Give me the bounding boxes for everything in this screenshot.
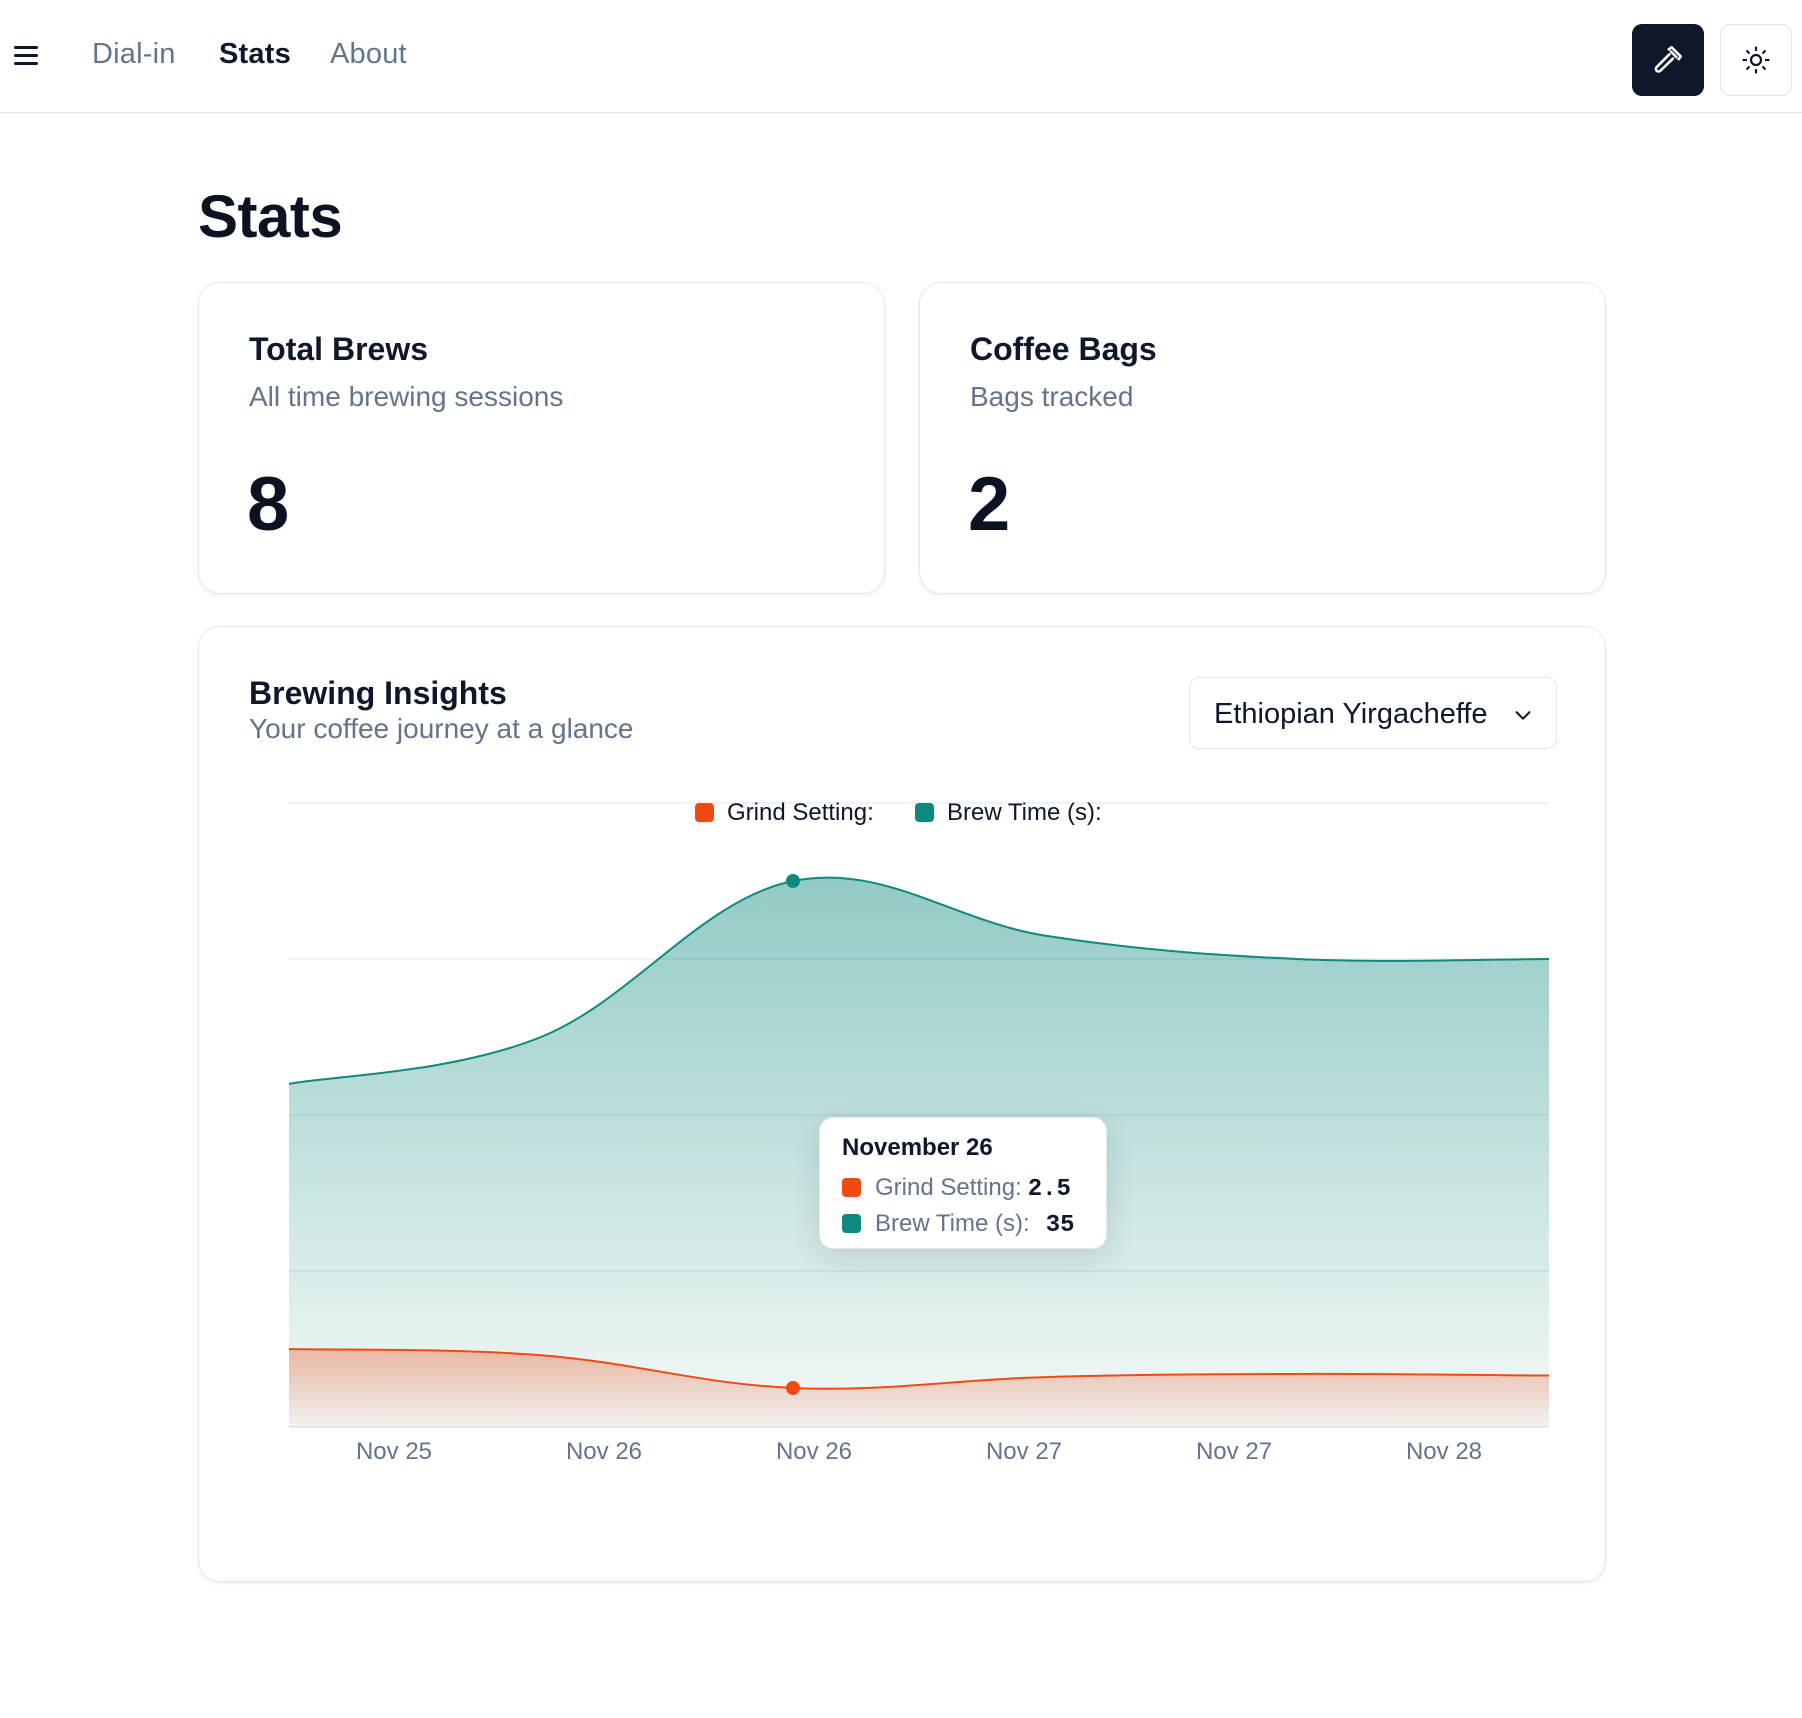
stat-card-value: 8: [247, 462, 290, 547]
x-tick-label: Nov 27: [986, 1438, 1062, 1465]
hammer-icon: [1654, 45, 1683, 73]
tooltip-row-grind: Grind Setting: 2.5: [842, 1174, 1071, 1203]
stat-card-title: Total Brews: [249, 331, 428, 367]
chart-tooltip: November 26 Grind Setting: 2.5 Brew Time …: [819, 1117, 1107, 1249]
nav-link-dial-in[interactable]: Dial-in: [92, 38, 176, 70]
x-tick-label: Nov 27: [1196, 1438, 1272, 1465]
grind-setting-line: [288, 1348, 1550, 1390]
brewing-insights-chart: Nov 25 Nov 26 Nov 26 Nov 27 Nov 27 Nov 28 Gri…: [288, 799, 1550, 1465]
nav-link-about[interactable]: About: [330, 38, 407, 70]
brew-swatch-icon: [842, 1214, 861, 1233]
chevron-down-icon: [1515, 711, 1531, 720]
insights-title: Brewing Insights: [249, 675, 507, 711]
hamburger-menu-icon[interactable]: [14, 46, 38, 66]
stat-card-description: All time brewing sessions: [249, 381, 564, 412]
tooltip-value: 35: [1045, 1212, 1075, 1239]
stat-card-description: Bags tracked: [970, 381, 1134, 412]
x-tick-label: Nov 25: [356, 1438, 432, 1465]
tooltip-row-brew: Brew Time (s): 35: [842, 1210, 1075, 1239]
x-tick-label: Nov 26: [566, 1438, 642, 1465]
page-title: Stats: [198, 183, 343, 250]
stat-card-value: 2: [968, 462, 1011, 547]
coffee-bags-card: Coffee Bags Bags tracked 2: [919, 282, 1606, 594]
legend-swatch-icon: [915, 803, 934, 822]
tooltip-label: Brew Time (s):: [875, 1210, 1030, 1237]
theme-toggle-button[interactable]: [1720, 24, 1792, 96]
brew-action-button[interactable]: [1632, 24, 1704, 96]
grind-setting-area: [289, 1349, 1549, 1427]
grind-setting-active-point: [786, 1381, 800, 1395]
insights-description: Your coffee journey at a glance: [249, 713, 634, 744]
coffee-select-value: Ethiopian Yirgacheffe: [1214, 698, 1488, 730]
top-navigation-bar: Dial-in Stats About: [0, 0, 1802, 113]
stat-card-title: Coffee Bags: [970, 331, 1157, 367]
total-brews-card: Total Brews All time brewing sessions 8: [198, 282, 885, 594]
tooltip-title: November 26: [842, 1134, 993, 1161]
legend-swatch-icon: [695, 803, 714, 822]
nav-link-stats[interactable]: Stats: [219, 38, 291, 70]
legend-label: Grind Setting:: [727, 799, 874, 826]
tooltip-value: 2.5: [1027, 1176, 1071, 1203]
brew-time-line: [288, 876, 1550, 1085]
grind-swatch-icon: [842, 1178, 861, 1197]
brew-time-active-point: [786, 874, 800, 888]
sun-icon: [1742, 46, 1770, 74]
tooltip-label: Grind Setting:: [875, 1174, 1022, 1201]
x-tick-label: Nov 28: [1406, 1438, 1482, 1465]
coffee-select[interactable]: Ethiopian Yirgacheffe: [1189, 677, 1557, 749]
brewing-insights-card: Brewing Insights Your coffee journey at …: [198, 626, 1606, 1582]
x-tick-label: Nov 26: [776, 1438, 852, 1465]
legend-label: Brew Time (s):: [947, 799, 1102, 826]
